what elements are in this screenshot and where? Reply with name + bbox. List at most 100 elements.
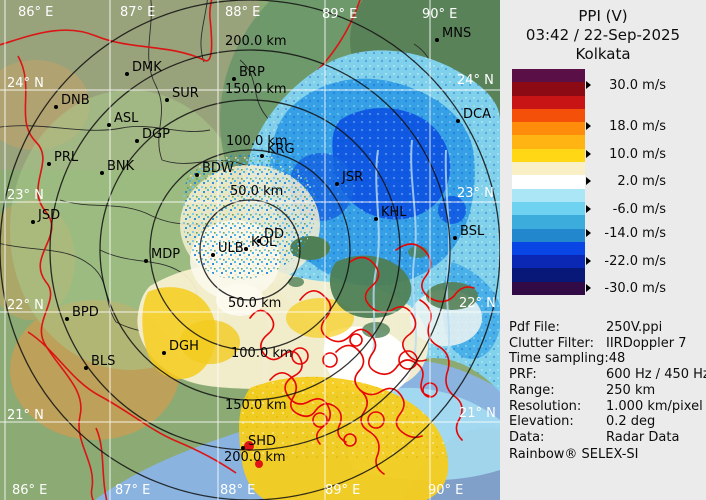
range-ring-label: 150.0 km bbox=[225, 82, 287, 97]
station-label-bls: BLS bbox=[91, 354, 116, 369]
station-label-jsr: JSR bbox=[342, 170, 364, 185]
geo-coordinate-label: 21° N bbox=[7, 408, 44, 423]
station-label-mns: MNS bbox=[442, 26, 472, 41]
scale-label: -22.0 m/s bbox=[604, 253, 666, 269]
station-label-ulb: ULB bbox=[218, 241, 244, 256]
product-info-list: Pdf File: 250V.ppi Clutter Filter: IIRDoppl… bbox=[509, 320, 706, 446]
station-dot bbox=[374, 217, 378, 221]
station-dot bbox=[135, 139, 139, 143]
geo-coordinate-label: 24° N bbox=[457, 73, 494, 88]
scale-label: 2.0 m/s bbox=[617, 173, 666, 189]
scale-label: 18.0 m/s bbox=[609, 118, 666, 134]
scale-label: -6.0 m/s bbox=[612, 201, 666, 217]
station-dot bbox=[125, 72, 129, 76]
station-label-bdw: BDW bbox=[202, 161, 234, 176]
colorbar-band bbox=[512, 82, 585, 96]
station-label-dgh: DGH bbox=[169, 339, 199, 354]
scale-arrow-icon bbox=[586, 205, 591, 213]
range-ring-label: 50.0 km bbox=[230, 184, 284, 199]
scale-arrow-icon bbox=[586, 81, 591, 89]
colorbar-band bbox=[512, 188, 585, 202]
scale-row: -14.0 m/s bbox=[586, 225, 666, 241]
station-dot bbox=[100, 171, 104, 175]
info-value: Radar Data bbox=[606, 429, 680, 445]
station-dot bbox=[456, 119, 460, 123]
station-dot bbox=[257, 239, 261, 243]
station-label-mdp: MDP bbox=[151, 247, 181, 262]
product-title: PPI (V) bbox=[578, 7, 628, 25]
geo-coordinate-label: 87° E bbox=[115, 483, 151, 498]
station-dot bbox=[241, 446, 245, 450]
station-label-krg: KRG bbox=[267, 142, 295, 157]
colorbar-band bbox=[512, 69, 585, 83]
scale-row: 30.0 m/s bbox=[586, 77, 666, 93]
geo-coordinate-label: 86° E bbox=[18, 5, 54, 20]
scale-label: -14.0 m/s bbox=[604, 225, 666, 241]
station-dot bbox=[144, 259, 148, 263]
info-value: 600 Hz / 450 Hz bbox=[606, 367, 706, 383]
station-dot bbox=[335, 182, 339, 186]
station-dot bbox=[244, 247, 248, 251]
station-dot bbox=[65, 317, 69, 321]
geo-coordinate-label: 22° N bbox=[459, 296, 496, 311]
geo-coordinate-label: 24° N bbox=[7, 76, 44, 91]
scale-row: -30.0 m/s bbox=[586, 280, 666, 296]
range-ring-label: 150.0 km bbox=[225, 398, 287, 413]
station-dot bbox=[232, 77, 236, 81]
station-dot bbox=[165, 98, 169, 102]
geo-coordinate-label: 22° N bbox=[7, 298, 44, 313]
info-row: PRF: 600 Hz / 450 Hz bbox=[509, 367, 706, 383]
scale-arrow-icon bbox=[586, 177, 591, 185]
info-value: 250V.ppi bbox=[606, 320, 663, 335]
colorbar-band bbox=[512, 215, 585, 229]
colorbar-band bbox=[512, 108, 585, 123]
info-row: Range: 250 km bbox=[509, 383, 703, 399]
range-ring-label: 50.0 km bbox=[228, 296, 282, 311]
station-dot bbox=[54, 105, 58, 109]
info-label: Resolution: bbox=[509, 398, 582, 414]
panel-title-block: PPI (V) 03:42 / 22-Sep-2025 Kolkata bbox=[500, 7, 706, 64]
info-value: 0.2 deg bbox=[606, 414, 656, 430]
station-label-sur: SUR bbox=[172, 86, 199, 101]
colorbar-band bbox=[512, 148, 585, 163]
station-label-dca: DCA bbox=[463, 107, 491, 122]
info-value: IIRDoppler 7 bbox=[606, 335, 687, 351]
scan-datetime: 03:42 / 22-Sep-2025 bbox=[525, 26, 681, 44]
info-value: 1.000 km/pixel bbox=[606, 398, 703, 414]
station-label-dgp: DGP bbox=[142, 127, 170, 142]
scale-arrow-icon bbox=[586, 229, 591, 237]
station-dot bbox=[31, 220, 35, 224]
station-label-jsd: JSD bbox=[38, 208, 61, 223]
colorbar-band bbox=[512, 281, 585, 296]
geo-coordinate-label: 87° E bbox=[120, 5, 156, 20]
colorbar-band bbox=[512, 95, 585, 109]
scale-label: 30.0 m/s bbox=[609, 77, 666, 93]
station-dot bbox=[195, 173, 199, 177]
geo-coordinate-label: 88° E bbox=[220, 483, 256, 498]
range-ring-label: 200.0 km bbox=[224, 450, 286, 465]
colorbar-band bbox=[512, 162, 585, 176]
geo-coordinate-label: 88° E bbox=[225, 5, 261, 20]
info-label: Data: bbox=[509, 429, 545, 445]
info-value: 250 km bbox=[606, 382, 656, 398]
velocity-colorbar bbox=[512, 69, 585, 296]
station-dot bbox=[107, 123, 111, 127]
info-value: 48 bbox=[608, 351, 626, 367]
radar-map-graphics bbox=[0, 0, 500, 500]
station-dot bbox=[453, 236, 457, 240]
info-label: Range: bbox=[509, 382, 555, 398]
geo-coordinate-label: 89° E bbox=[322, 7, 358, 22]
station-dot bbox=[435, 38, 439, 42]
colorbar-band bbox=[512, 268, 585, 282]
colorbar-band bbox=[512, 135, 585, 149]
colorbar-band bbox=[512, 175, 585, 189]
scale-arrow-icon bbox=[586, 284, 591, 292]
info-label: PRF: bbox=[509, 367, 537, 383]
info-row: Pdf File: 250V.ppi bbox=[509, 320, 703, 336]
colorbar-band bbox=[512, 228, 585, 242]
station-label-brp: BRP bbox=[239, 65, 265, 80]
scale-row: -22.0 m/s bbox=[586, 253, 666, 269]
geo-coordinate-label: 89° E bbox=[325, 483, 361, 498]
info-row: Elevation: 0.2 deg bbox=[509, 414, 703, 430]
